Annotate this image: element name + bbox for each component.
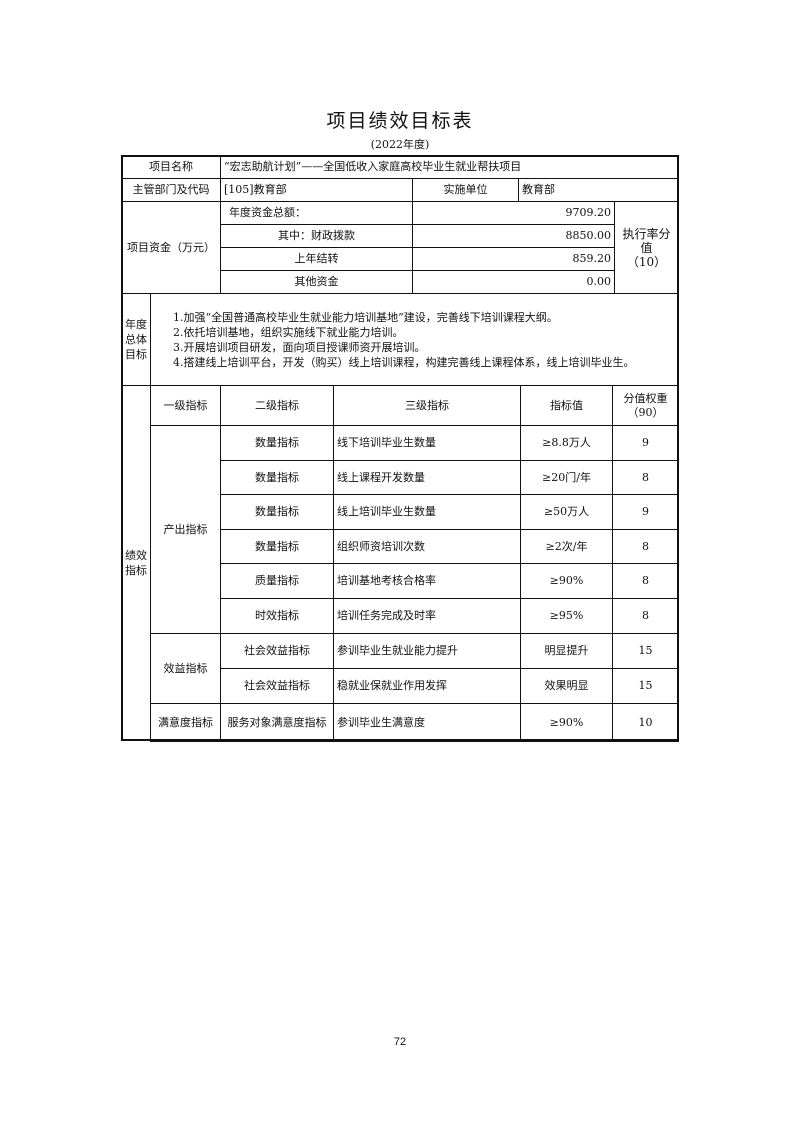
level1-cell: 产出指标 bbox=[150, 425, 221, 634]
level3-cell: 线下培训毕业生数量 bbox=[333, 425, 521, 461]
indicator-value-cell: ≥90% bbox=[520, 703, 613, 742]
exec-rate-label: 执行率分值 bbox=[622, 226, 671, 255]
level3-cell: 参训毕业生满意度 bbox=[333, 703, 521, 742]
project-name-value: “宏志助航计划”——全国低收入家庭高校毕业生就业帮扶项目 bbox=[220, 155, 679, 179]
impl-label: 实施单位 bbox=[412, 178, 519, 202]
level2-cell: 时效指标 bbox=[220, 598, 334, 634]
indicator-value-cell: ≥20门/年 bbox=[520, 460, 613, 495]
goal-item: 1.加强“全国普通高校毕业生就业能力培训基地”建设，完善线下培训课程大纲。 bbox=[173, 310, 558, 324]
fund-value: 9709.20 bbox=[412, 201, 615, 225]
header-value: 指标值 bbox=[520, 385, 613, 426]
level3-cell: 线上培训毕业生数量 bbox=[333, 494, 521, 530]
weight-cell: 15 bbox=[612, 633, 679, 669]
fund-name: 其中：财政拨款 bbox=[220, 224, 413, 248]
goal-item: 3.开展培训项目研发，面向项目授课师资开展培训。 bbox=[173, 340, 426, 354]
fund-name: 年度资金总额： bbox=[220, 201, 413, 225]
level2-cell: 数量指标 bbox=[220, 425, 334, 461]
header-weight-label: 分值权重 bbox=[623, 391, 668, 405]
exec-rate-score: 执行率分值 （10） bbox=[614, 201, 679, 294]
level3-cell: 参训毕业生就业能力提升 bbox=[333, 633, 521, 669]
indicator-value-cell: ≥90% bbox=[520, 563, 613, 599]
funds-label: 项目资金（万元） bbox=[121, 201, 221, 294]
weight-cell: 9 bbox=[612, 494, 679, 530]
level1-cell: 效益指标 bbox=[150, 633, 221, 704]
header-weight: 分值权重 （90） bbox=[612, 385, 679, 426]
level3-cell: 培训任务完成及时率 bbox=[333, 598, 521, 634]
fund-value: 859.20 bbox=[412, 247, 615, 271]
exec-rate-value: （10） bbox=[626, 254, 667, 269]
goals-content: 1.加强“全国普通高校毕业生就业能力培训基地”建设，完善线下培训课程大纲。 2.… bbox=[150, 293, 679, 386]
page-subtitle: (2022年度) bbox=[370, 138, 430, 151]
level3-cell: 线上课程开发数量 bbox=[333, 460, 521, 495]
weight-cell: 9 bbox=[612, 425, 679, 461]
level1-cell: 满意度指标 bbox=[150, 703, 221, 742]
header-level3: 三级指标 bbox=[333, 385, 521, 426]
goal-item: 2.依托培训基地，组织实施线下就业能力培训。 bbox=[173, 325, 404, 339]
goal-item: 4.搭建线上培训平台，开发（购买）线上培训课程，构建完善线上课程体系，线上培训毕… bbox=[173, 355, 635, 369]
indicator-value-cell: 效果明显 bbox=[520, 668, 613, 704]
page-title: 项目绩效目标表 bbox=[326, 110, 474, 132]
page-number: 72 bbox=[393, 1036, 407, 1048]
weight-cell: 8 bbox=[612, 598, 679, 634]
fund-name: 上年结转 bbox=[220, 247, 413, 271]
level3-cell: 培训基地考核合格率 bbox=[333, 563, 521, 599]
level2-cell: 数量指标 bbox=[220, 494, 334, 530]
level2-cell: 社会效益指标 bbox=[220, 633, 334, 669]
header-level2: 二级指标 bbox=[220, 385, 334, 426]
weight-cell: 8 bbox=[612, 563, 679, 599]
level2-cell: 服务对象满意度指标 bbox=[220, 703, 334, 742]
weight-cell: 8 bbox=[612, 460, 679, 495]
level2-cell: 数量指标 bbox=[220, 529, 334, 564]
goals-label: 年度总体目标 bbox=[121, 293, 151, 386]
level2-cell: 质量指标 bbox=[220, 563, 334, 599]
level2-cell: 数量指标 bbox=[220, 460, 334, 495]
weight-cell: 8 bbox=[612, 529, 679, 564]
fund-value: 0.00 bbox=[412, 270, 615, 294]
project-name-label: 项目名称 bbox=[121, 155, 221, 179]
indicator-value-cell: 明显提升 bbox=[520, 633, 613, 669]
level3-cell: 组织师资培训次数 bbox=[333, 529, 521, 564]
dept-value: [105]教育部 bbox=[220, 178, 413, 202]
header-weight-total: （90） bbox=[627, 405, 664, 419]
impl-value: 教育部 bbox=[518, 178, 679, 202]
level3-cell: 稳就业保就业作用发挥 bbox=[333, 668, 521, 704]
indicator-value-cell: ≥50万人 bbox=[520, 494, 613, 530]
weight-cell: 10 bbox=[612, 703, 679, 742]
weight-cell: 15 bbox=[612, 668, 679, 704]
indicator-value-cell: ≥2次/年 bbox=[520, 529, 613, 564]
level2-cell: 社会效益指标 bbox=[220, 668, 334, 704]
dept-label: 主管部门及代码 bbox=[121, 178, 221, 202]
fund-name: 其他资金 bbox=[220, 270, 413, 294]
fund-value: 8850.00 bbox=[412, 224, 615, 248]
indicator-value-cell: ≥8.8万人 bbox=[520, 425, 613, 461]
indicator-value-cell: ≥95% bbox=[520, 598, 613, 634]
header-level1: 一级指标 bbox=[150, 385, 221, 426]
indicators-label: 绩效指标 bbox=[121, 385, 151, 741]
